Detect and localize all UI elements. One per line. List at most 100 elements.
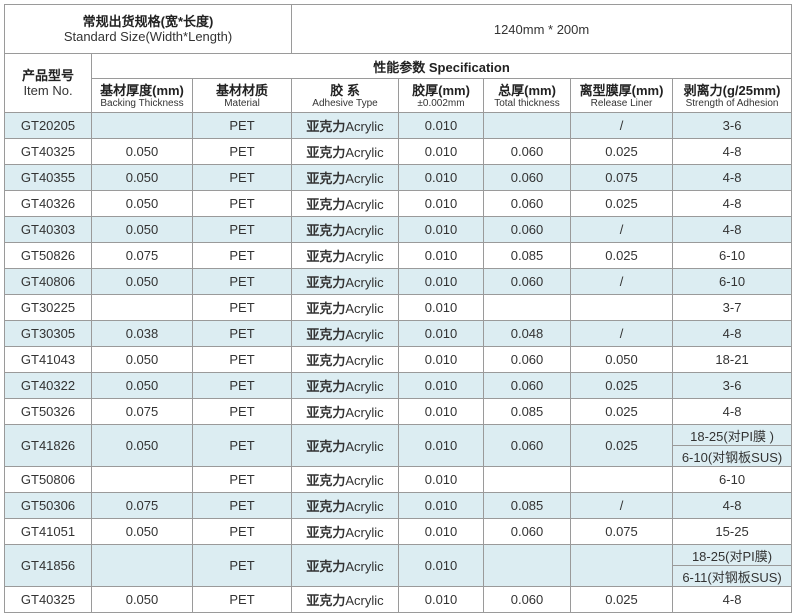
col-header-zh: 胶厚(mm) — [412, 82, 470, 98]
adhesive-en: Acrylic — [345, 405, 384, 420]
adhesive-en: Acrylic — [345, 559, 384, 574]
adhesive-zh: 亚克力 — [306, 249, 346, 264]
item-cell: GT40322 — [4, 372, 92, 399]
backing-cell: 0.050 — [91, 372, 193, 399]
adhesive-type-cell: 亚克力Acrylic — [291, 346, 400, 373]
adhesive-zh: 亚克力 — [306, 145, 346, 160]
strength-cell: 4-8 — [672, 164, 793, 191]
standard-size-row: 常规出货规格(宽*长度) Standard Size(Width*Length)… — [3, 4, 793, 54]
col-header-zh: 总厚(mm) — [498, 82, 556, 98]
adhesive-zh: 亚克力 — [306, 473, 346, 488]
strength-cell: 6-10 — [672, 242, 793, 269]
backing-cell: 0.050 — [91, 138, 193, 165]
item-cell: GT20205 — [4, 112, 92, 139]
total-thickness-cell: 0.060 — [483, 424, 572, 467]
adhesive-zh: 亚克力 — [306, 379, 346, 394]
adhesive-type-cell: 亚克力Acrylic — [291, 112, 400, 139]
col-header-release-liner: 离型膜厚(mm) Release Liner — [570, 78, 674, 113]
total-thickness-cell: 0.085 — [483, 242, 572, 269]
item-header-cell: 产品型号 Item No. — [4, 53, 92, 113]
adhesive-type-cell: 亚克力Acrylic — [291, 586, 400, 613]
adhesive-zh: 亚克力 — [306, 119, 346, 134]
col-header-material: 基材材质 Material — [191, 78, 293, 113]
total-thickness-cell: 0.085 — [483, 492, 572, 519]
adhesive-zh: 亚克力 — [306, 197, 346, 212]
strength-cell: 6-10 — [672, 466, 793, 493]
adhesive-en: Acrylic — [345, 223, 384, 238]
adhesive-en: Acrylic — [345, 439, 384, 454]
adhesive-thickness-cell: 0.010 — [398, 586, 485, 613]
col-header-backing: 基材厚度(mm) Backing Thickness — [91, 78, 193, 113]
adhesive-en: Acrylic — [345, 275, 384, 290]
total-thickness-cell: 0.060 — [483, 346, 572, 373]
col-header-en: Total thickness — [494, 97, 560, 109]
standard-size-label-zh: 常规出货规格(宽*长度) — [82, 14, 214, 29]
table-row: GT20205 PET 亚克力Acrylic 0.010/3-6 — [4, 112, 793, 139]
adhesive-en: Acrylic — [345, 499, 384, 514]
adhesive-thickness-cell: 0.010 — [398, 466, 485, 493]
adhesive-type-cell: 亚克力Acrylic — [291, 372, 400, 399]
table-row: GT40326 0.050 PET 亚克力Acrylic 0.010 0.060 0.025… — [4, 190, 793, 217]
adhesive-en: Acrylic — [345, 379, 384, 394]
total-thickness-cell: 0.060 — [483, 216, 572, 243]
adhesive-type-cell: 亚克力Acrylic — [291, 518, 400, 545]
adhesive-en: Acrylic — [345, 473, 384, 488]
adhesive-thickness-cell: 0.010 — [398, 112, 485, 139]
adhesive-thickness-cell: 0.010 — [398, 492, 485, 519]
material-cell: PET — [191, 164, 293, 191]
adhesive-zh: 亚克力 — [306, 559, 346, 574]
adhesive-zh: 亚克力 — [306, 301, 346, 316]
backing-cell: 0.075 — [91, 398, 193, 425]
adhesive-en: Acrylic — [345, 145, 384, 160]
adhesive-en: Acrylic — [345, 525, 384, 540]
material-cell: PET — [191, 242, 293, 269]
item-cell: GT41856 — [4, 544, 92, 587]
material-cell: PET — [191, 424, 293, 467]
table-row: GT50806 PET 亚克力Acrylic 0.010 6-10 — [4, 466, 793, 493]
adhesive-type-cell: 亚克力Acrylic — [291, 190, 400, 217]
adhesive-thickness-cell: 0.010 — [398, 518, 485, 545]
total-thickness-cell — [483, 112, 572, 139]
item-cell: GT50826 — [4, 242, 92, 269]
adhesive-zh: 亚克力 — [306, 353, 346, 368]
strength-cell: 4-8 — [672, 190, 793, 217]
adhesive-type-cell: 亚克力Acrylic — [291, 216, 400, 243]
adhesive-en: Acrylic — [345, 301, 384, 316]
strength-cell: 6-10(对钢板SUS) — [672, 445, 793, 467]
item-cell: GT40806 — [4, 268, 92, 295]
col-header-zh: 剥离力(g/25mm) — [683, 82, 781, 98]
standard-size-label-cell: 常规出货规格(宽*长度) Standard Size(Width*Length) — [3, 4, 293, 54]
material-cell: PET — [191, 372, 293, 399]
table-row: GT50826 0.075 PET 亚克力Acrylic 0.010 0.085 0.025… — [4, 242, 793, 269]
adhesive-type-cell: 亚克力Acrylic — [291, 398, 400, 425]
adhesive-en: Acrylic — [345, 171, 384, 186]
table-row: GT50326 0.075 PET 亚克力Acrylic 0.010 0.085 0.025… — [4, 398, 793, 425]
material-cell: PET — [191, 268, 293, 295]
adhesive-zh: 亚克力 — [306, 593, 346, 608]
spec-title: 性能参数 Specification — [90, 53, 793, 79]
strength-cell: 4-8 — [672, 398, 793, 425]
col-header-en: Material — [224, 97, 260, 109]
total-thickness-cell: 0.060 — [483, 518, 572, 545]
table-row-continued: 6-10(对钢板SUS) — [5, 445, 793, 467]
backing-cell: 0.050 — [91, 164, 193, 191]
adhesive-thickness-cell: 0.010 — [398, 268, 485, 295]
col-header-en: Backing Thickness — [100, 97, 184, 109]
spec-header-row: 产品型号 Item No. 性能参数 Specification — [4, 53, 793, 113]
item-cell: GT50306 — [4, 492, 92, 519]
adhesive-thickness-cell: 0.010 — [398, 544, 485, 587]
item-cell: GT40325 — [4, 586, 92, 613]
material-cell: PET — [191, 216, 293, 243]
col-header-en: ±0.002mm — [417, 97, 465, 109]
strength-cell: 18-25(对PI膜) — [672, 544, 793, 566]
backing-cell — [91, 544, 193, 587]
table-row: GT40322 0.050 PET 亚克力Acrylic 0.010 0.060 0.025… — [4, 372, 793, 399]
adhesive-zh: 亚克力 — [306, 499, 346, 514]
item-header-en: Item No. — [23, 83, 73, 98]
adhesive-zh: 亚克力 — [306, 275, 346, 290]
table-row: GT30305 0.038 PET 亚克力Acrylic 0.010 0.048/4-8 — [4, 320, 793, 347]
col-header-zh: 离型膜厚(mm) — [579, 82, 664, 98]
material-cell: PET — [191, 466, 293, 493]
backing-cell: 0.038 — [91, 320, 193, 347]
col-header-en: Release Liner — [590, 97, 653, 109]
